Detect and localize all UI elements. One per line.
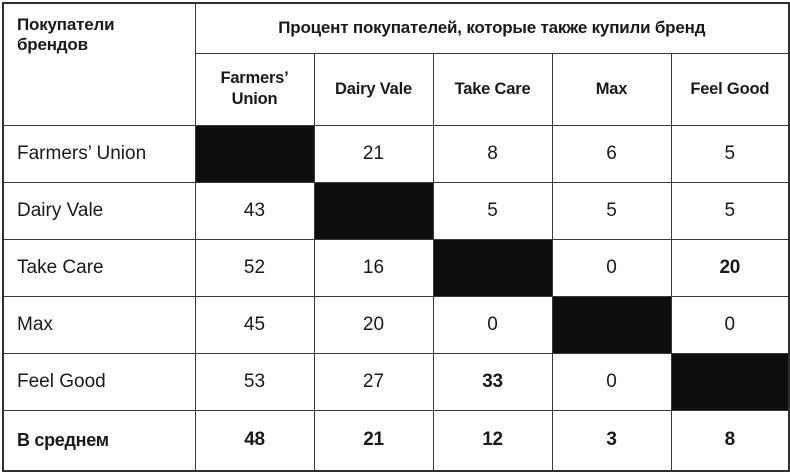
header-row-span: Покупатели брендов Процент покупателей, …: [2, 2, 790, 126]
data-cell: 8: [670, 409, 790, 472]
data-cell: 8: [432, 124, 553, 183]
row-label-average: В среднем: [2, 409, 196, 472]
row-label-feel-good: Feel Good: [2, 352, 196, 411]
data-cell: 0: [551, 352, 672, 411]
data-cell: 16: [313, 238, 434, 297]
row-label-dairy-vale: Dairy Vale: [2, 181, 196, 240]
data-cell: 27: [313, 352, 434, 411]
column-header-take-care: Take Care: [432, 52, 553, 126]
data-cell: 52: [194, 238, 315, 297]
data-cell: 3: [551, 409, 672, 472]
row-label-take-care: Take Care: [2, 238, 196, 297]
data-cell: 5: [432, 181, 553, 240]
row-label-max: Max: [2, 295, 196, 354]
column-header-max: Max: [551, 52, 672, 126]
column-header-feel-good: Feel Good: [670, 52, 790, 126]
row-label-farmers-union: Farmers’ Union: [2, 124, 196, 183]
column-header-dairy-vale: Dairy Vale: [313, 52, 434, 126]
data-cell: 20: [670, 238, 790, 297]
table-row-average: В среднем 48 21 12 3 8: [2, 409, 790, 472]
table-row-dairy-vale: Dairy Vale 43 5 5 5: [2, 181, 790, 240]
data-cell: 0: [670, 295, 790, 354]
data-cell: 43: [194, 181, 315, 240]
data-cell: 20: [313, 295, 434, 354]
data-cell: 33: [432, 352, 553, 411]
data-cell: 6: [551, 124, 672, 183]
diagonal-black-cell: [194, 124, 315, 183]
header-row-columns: Farmers’ Union Dairy Vale Take Care Max …: [3, 52, 790, 126]
data-cell: 53: [194, 352, 315, 411]
data-cell: 5: [670, 181, 790, 240]
data-cell: 12: [432, 409, 553, 472]
diagonal-black-cell: [313, 181, 434, 240]
data-cell: 5: [551, 181, 672, 240]
corner-header: Покупатели брендов: [2, 2, 196, 126]
data-cell: 21: [313, 124, 434, 183]
table-row-feel-good: Feel Good 53 27 33 0: [2, 352, 790, 411]
table-row-farmers-union: Farmers’ Union 21 8 6 5: [2, 124, 790, 183]
data-cell: 48: [194, 409, 315, 472]
column-header-farmers-union: Farmers’ Union: [194, 52, 315, 126]
data-cell: 5: [670, 124, 790, 183]
percent-span-header: Процент покупателей, которые также купил…: [194, 2, 790, 54]
table-row-take-care: Take Care 52 16 0 20: [2, 238, 790, 297]
data-cell: 45: [194, 295, 315, 354]
diagonal-black-cell: [670, 352, 790, 411]
table-row-max: Max 45 20 0 0: [2, 295, 790, 354]
data-cell: 21: [313, 409, 434, 472]
diagonal-black-cell: [551, 295, 672, 354]
data-cell: 0: [432, 295, 553, 354]
diagonal-black-cell: [432, 238, 553, 297]
data-cell: 0: [551, 238, 672, 297]
